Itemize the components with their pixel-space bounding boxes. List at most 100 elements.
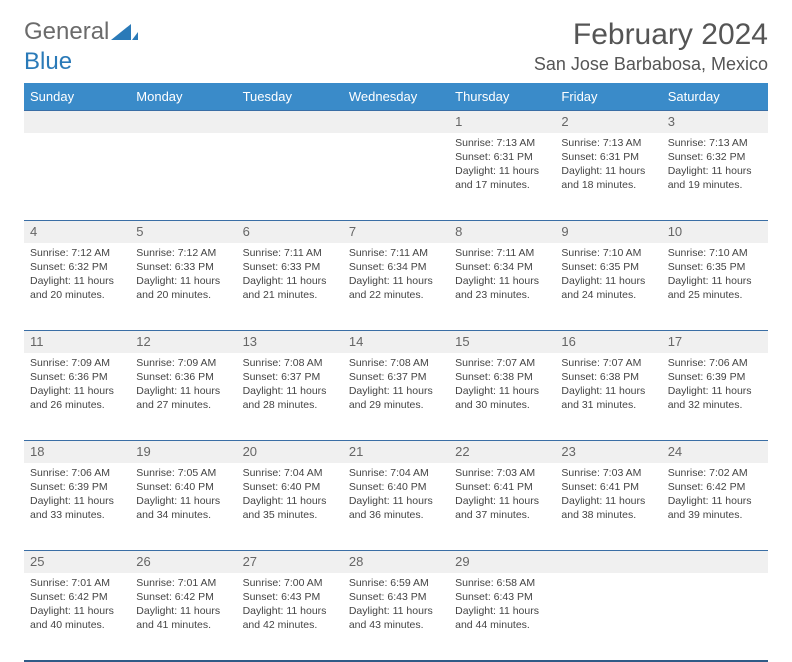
detail-cell: Sunrise: 7:13 AMSunset: 6:32 PMDaylight:…: [662, 133, 768, 221]
daylight-text: and 43 minutes.: [349, 618, 443, 632]
day-number: 12: [136, 333, 230, 351]
sunset-text: Sunset: 6:37 PM: [243, 370, 337, 384]
detail-cell: Sunrise: 7:10 AMSunset: 6:35 PMDaylight:…: [555, 243, 661, 331]
date-cell: 22: [449, 441, 555, 463]
day-details: Sunrise: 7:11 AMSunset: 6:34 PMDaylight:…: [349, 246, 443, 303]
sunset-text: Sunset: 6:33 PM: [136, 260, 230, 274]
day-number: 18: [30, 443, 124, 461]
day-details: Sunrise: 7:02 AMSunset: 6:42 PMDaylight:…: [668, 466, 762, 523]
day-number: 20: [243, 443, 337, 461]
daylight-text: and 17 minutes.: [455, 178, 549, 192]
sunset-text: Sunset: 6:39 PM: [30, 480, 124, 494]
date-cell: 20: [237, 441, 343, 463]
date-cell: 26: [130, 551, 236, 573]
daylight-text: Daylight: 11 hours: [136, 604, 230, 618]
daylight-text: and 27 minutes.: [136, 398, 230, 412]
daylight-text: and 22 minutes.: [349, 288, 443, 302]
sunset-text: Sunset: 6:38 PM: [455, 370, 549, 384]
sunset-text: Sunset: 6:38 PM: [561, 370, 655, 384]
day-header: Thursday: [449, 83, 555, 111]
sunrise-text: Sunrise: 7:11 AM: [455, 246, 549, 260]
day-details: Sunrise: 6:58 AMSunset: 6:43 PMDaylight:…: [455, 576, 549, 633]
daylight-text: Daylight: 11 hours: [561, 274, 655, 288]
detail-cell: Sunrise: 7:04 AMSunset: 6:40 PMDaylight:…: [237, 463, 343, 551]
daylight-text: Daylight: 11 hours: [668, 274, 762, 288]
day-details: Sunrise: 7:09 AMSunset: 6:36 PMDaylight:…: [30, 356, 124, 413]
date-cell: [343, 111, 449, 133]
detail-cell: Sunrise: 6:59 AMSunset: 6:43 PMDaylight:…: [343, 573, 449, 661]
day-header: Saturday: [662, 83, 768, 111]
sunrise-text: Sunrise: 7:00 AM: [243, 576, 337, 590]
logo-triangle-icon: [111, 22, 139, 42]
daylight-text: Daylight: 11 hours: [136, 384, 230, 398]
daylight-text: and 39 minutes.: [668, 508, 762, 522]
daylight-text: Daylight: 11 hours: [455, 604, 549, 618]
daylight-text: and 33 minutes.: [30, 508, 124, 522]
detail-cell: Sunrise: 7:12 AMSunset: 6:33 PMDaylight:…: [130, 243, 236, 331]
daylight-text: and 44 minutes.: [455, 618, 549, 632]
daylight-text: and 20 minutes.: [30, 288, 124, 302]
daylight-text: and 31 minutes.: [561, 398, 655, 412]
day-details: Sunrise: 7:01 AMSunset: 6:42 PMDaylight:…: [30, 576, 124, 633]
date-row: 45678910: [24, 221, 768, 243]
date-cell: 13: [237, 331, 343, 353]
daylight-text: Daylight: 11 hours: [561, 494, 655, 508]
date-cell: 28: [343, 551, 449, 573]
detail-row: Sunrise: 7:09 AMSunset: 6:36 PMDaylight:…: [24, 353, 768, 441]
date-cell: 29: [449, 551, 555, 573]
daylight-text: and 19 minutes.: [668, 178, 762, 192]
day-details: Sunrise: 7:07 AMSunset: 6:38 PMDaylight:…: [455, 356, 549, 413]
sunrise-text: Sunrise: 7:13 AM: [455, 136, 549, 150]
day-number: 10: [668, 223, 762, 241]
daylight-text: and 32 minutes.: [668, 398, 762, 412]
day-number: 21: [349, 443, 443, 461]
detail-cell: Sunrise: 7:06 AMSunset: 6:39 PMDaylight:…: [662, 353, 768, 441]
sunset-text: Sunset: 6:41 PM: [455, 480, 549, 494]
daylight-text: and 30 minutes.: [455, 398, 549, 412]
detail-cell: Sunrise: 7:01 AMSunset: 6:42 PMDaylight:…: [24, 573, 130, 661]
daylight-text: Daylight: 11 hours: [561, 164, 655, 178]
day-details: Sunrise: 7:01 AMSunset: 6:42 PMDaylight:…: [136, 576, 230, 633]
daylight-text: and 42 minutes.: [243, 618, 337, 632]
sunset-text: Sunset: 6:43 PM: [349, 590, 443, 604]
date-cell: [24, 111, 130, 133]
detail-cell: Sunrise: 7:13 AMSunset: 6:31 PMDaylight:…: [555, 133, 661, 221]
date-cell: 11: [24, 331, 130, 353]
detail-cell: Sunrise: 7:01 AMSunset: 6:42 PMDaylight:…: [130, 573, 236, 661]
day-number: 5: [136, 223, 230, 241]
date-cell: [662, 551, 768, 573]
day-details: Sunrise: 7:10 AMSunset: 6:35 PMDaylight:…: [668, 246, 762, 303]
date-row: 18192021222324: [24, 441, 768, 463]
day-details: Sunrise: 7:00 AMSunset: 6:43 PMDaylight:…: [243, 576, 337, 633]
sunrise-text: Sunrise: 7:12 AM: [30, 246, 124, 260]
date-cell: [555, 551, 661, 573]
sunset-text: Sunset: 6:42 PM: [30, 590, 124, 604]
daylight-text: and 24 minutes.: [561, 288, 655, 302]
detail-cell: Sunrise: 7:02 AMSunset: 6:42 PMDaylight:…: [662, 463, 768, 551]
date-cell: 18: [24, 441, 130, 463]
daylight-text: and 28 minutes.: [243, 398, 337, 412]
sunset-text: Sunset: 6:32 PM: [30, 260, 124, 274]
sunset-text: Sunset: 6:43 PM: [455, 590, 549, 604]
detail-cell: Sunrise: 7:08 AMSunset: 6:37 PMDaylight:…: [237, 353, 343, 441]
day-details: Sunrise: 7:03 AMSunset: 6:41 PMDaylight:…: [455, 466, 549, 523]
daylight-text: Daylight: 11 hours: [455, 164, 549, 178]
day-number: 22: [455, 443, 549, 461]
detail-cell: [237, 133, 343, 221]
sunset-text: Sunset: 6:40 PM: [136, 480, 230, 494]
daylight-text: and 38 minutes.: [561, 508, 655, 522]
sunset-text: Sunset: 6:39 PM: [668, 370, 762, 384]
sunrise-text: Sunrise: 7:10 AM: [561, 246, 655, 260]
month-title: February 2024: [534, 18, 768, 52]
detail-cell: Sunrise: 6:58 AMSunset: 6:43 PMDaylight:…: [449, 573, 555, 661]
calendar-table: Sunday Monday Tuesday Wednesday Thursday…: [24, 83, 768, 662]
daylight-text: Daylight: 11 hours: [455, 384, 549, 398]
day-details: Sunrise: 7:13 AMSunset: 6:32 PMDaylight:…: [668, 136, 762, 193]
sunrise-text: Sunrise: 6:59 AM: [349, 576, 443, 590]
day-number: 26: [136, 553, 230, 571]
sunrise-text: Sunrise: 7:06 AM: [30, 466, 124, 480]
day-details: Sunrise: 7:04 AMSunset: 6:40 PMDaylight:…: [349, 466, 443, 523]
day-number: 3: [668, 113, 762, 131]
detail-row: Sunrise: 7:01 AMSunset: 6:42 PMDaylight:…: [24, 573, 768, 661]
daylight-text: and 25 minutes.: [668, 288, 762, 302]
